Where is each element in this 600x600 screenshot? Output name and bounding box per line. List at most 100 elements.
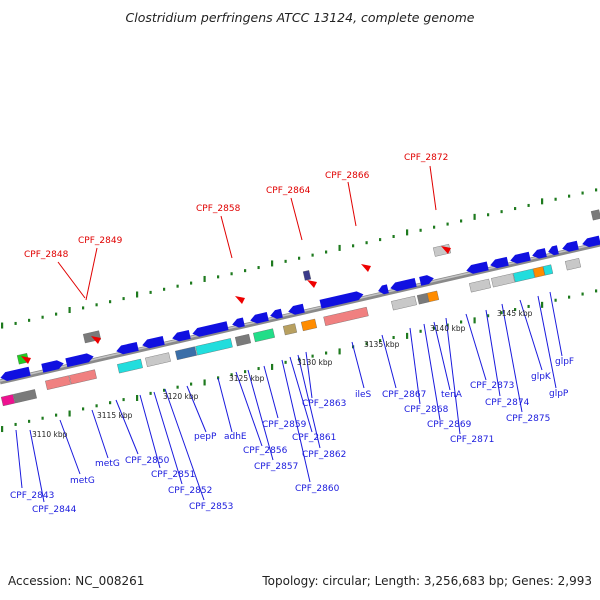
gene-label[interactable]: CPF_2866 <box>325 171 370 181</box>
gene-block <box>234 333 252 347</box>
accession-text: Accession: NC_008261 <box>8 574 145 588</box>
gene-label[interactable]: ileS <box>355 390 372 400</box>
gene-arrow-shape <box>510 251 531 264</box>
kbp-label: 3120 kbp <box>163 392 199 401</box>
kbp-label: 3140 kbp <box>430 324 466 333</box>
gene-block <box>195 338 233 356</box>
gene-arrow-shape <box>419 275 434 286</box>
kbp-label: 3110 kbp <box>32 430 68 439</box>
gene-label[interactable]: CPF_2849 <box>78 236 123 246</box>
inner-tick <box>203 379 206 386</box>
gene-label[interactable]: CPF_2858 <box>196 204 241 214</box>
inner-tick <box>109 401 112 405</box>
gene-label[interactable]: CPF_2872 <box>404 153 448 163</box>
gene-label[interactable]: CPF_2868 <box>404 405 449 415</box>
kbp-label: 3130 kbp <box>297 358 333 367</box>
gene-block-rect <box>253 328 275 343</box>
inner-tick <box>163 388 166 392</box>
gene-label[interactable]: glpF <box>555 357 574 367</box>
inner-tick <box>595 289 598 293</box>
gene-block-rect <box>491 273 515 288</box>
inner-tick <box>257 367 260 371</box>
inner-tick <box>136 394 139 401</box>
gene-label[interactable]: CPF_2844 <box>32 505 77 515</box>
gene-label[interactable]: CPF_2857 <box>254 462 298 472</box>
gene-label[interactable]: CPF_2852 <box>168 486 212 496</box>
gene-block-rect <box>323 306 369 326</box>
gene-arrow-shape <box>232 317 245 328</box>
gene-arrow <box>510 251 531 264</box>
gene-arrow-shape <box>288 303 305 315</box>
gene-label[interactable]: pepP <box>194 432 217 442</box>
outer-tick-ring <box>1 188 598 329</box>
gene-label[interactable]: adhE <box>224 432 247 442</box>
gene-block-rect <box>542 264 554 276</box>
inner-tick <box>338 348 341 355</box>
blue-leader-line <box>139 394 161 469</box>
gene-arrow <box>288 303 305 315</box>
gene-label[interactable]: CPF_2867 <box>382 390 426 400</box>
gene-arrow-shape <box>172 329 191 342</box>
gene-label[interactable]: glpP <box>549 389 569 399</box>
blue-leader-line <box>433 321 451 391</box>
gene-label[interactable]: CPF_2861 <box>292 433 336 443</box>
gene-block-rect <box>302 270 312 281</box>
gene-label[interactable]: tenA <box>441 390 463 400</box>
outer-tick <box>473 213 476 220</box>
outer-tick <box>379 238 382 242</box>
gene-arrow <box>116 341 139 355</box>
inner-tick <box>379 339 382 343</box>
gene-label[interactable]: CPF_2851 <box>151 470 195 480</box>
gene-label[interactable]: CPF_2859 <box>262 420 307 430</box>
blue-leader-line <box>305 351 313 399</box>
gene-arrow <box>192 321 229 337</box>
red-marker <box>235 296 245 304</box>
outer-tick <box>28 318 31 322</box>
gene-label[interactable]: metG <box>70 476 95 486</box>
gene-label[interactable]: CPF_2853 <box>189 502 233 512</box>
gene-label[interactable]: CPF_2862 <box>302 450 346 460</box>
outer-tick <box>419 228 422 232</box>
gene-label[interactable]: CPF_2871 <box>450 435 494 445</box>
gene-label[interactable]: CPF_2860 <box>295 484 340 494</box>
outer-tick <box>338 244 341 251</box>
gene-block-rect <box>175 346 197 361</box>
kbp-label: 3115 kbp <box>97 411 133 420</box>
gene-label[interactable]: CPF_2873 <box>470 381 514 391</box>
inner-tick <box>95 404 98 408</box>
gene-label[interactable]: CPF_2864 <box>266 186 311 196</box>
blue-leader-line <box>409 327 421 405</box>
gene-block <box>282 323 298 336</box>
gene-arrow <box>582 235 600 248</box>
gene-label[interactable]: metG <box>95 459 120 469</box>
inner-tick <box>554 298 557 302</box>
gene-arrow <box>532 248 547 259</box>
gene-label[interactable]: CPF_2875 <box>506 414 550 424</box>
gene-label[interactable]: CPF_2856 <box>243 446 288 456</box>
inner-tick <box>230 373 233 377</box>
gene-arrow <box>250 312 269 324</box>
gene-label[interactable]: CPF_2843 <box>10 491 54 501</box>
gene-label[interactable]: CPF_2848 <box>24 250 69 260</box>
inner-tick <box>446 323 449 327</box>
outer-tick <box>271 260 274 267</box>
gene-label[interactable]: CPF_2863 <box>302 399 346 409</box>
gene-arrow-shape <box>192 321 229 337</box>
red-leader-line <box>57 261 86 299</box>
gene-label[interactable]: CPF_2874 <box>485 398 530 408</box>
inner-tick <box>28 419 31 423</box>
gene-block-rect <box>532 266 546 278</box>
gene-label[interactable]: CPF_2850 <box>125 456 170 466</box>
outer-tick <box>82 306 85 310</box>
outer-tick <box>122 297 125 301</box>
outer-tick <box>595 188 598 192</box>
inner-tick <box>55 413 58 417</box>
gene-label[interactable]: CPF_2869 <box>427 420 472 430</box>
inner-tick <box>311 354 314 358</box>
gene-arrow-shape <box>562 240 579 252</box>
blue-leader-line <box>263 365 279 419</box>
gene-label[interactable]: glpK <box>531 372 552 382</box>
gene-block <box>300 318 318 332</box>
blue-leader-line <box>549 291 563 357</box>
gene-block <box>590 209 600 221</box>
